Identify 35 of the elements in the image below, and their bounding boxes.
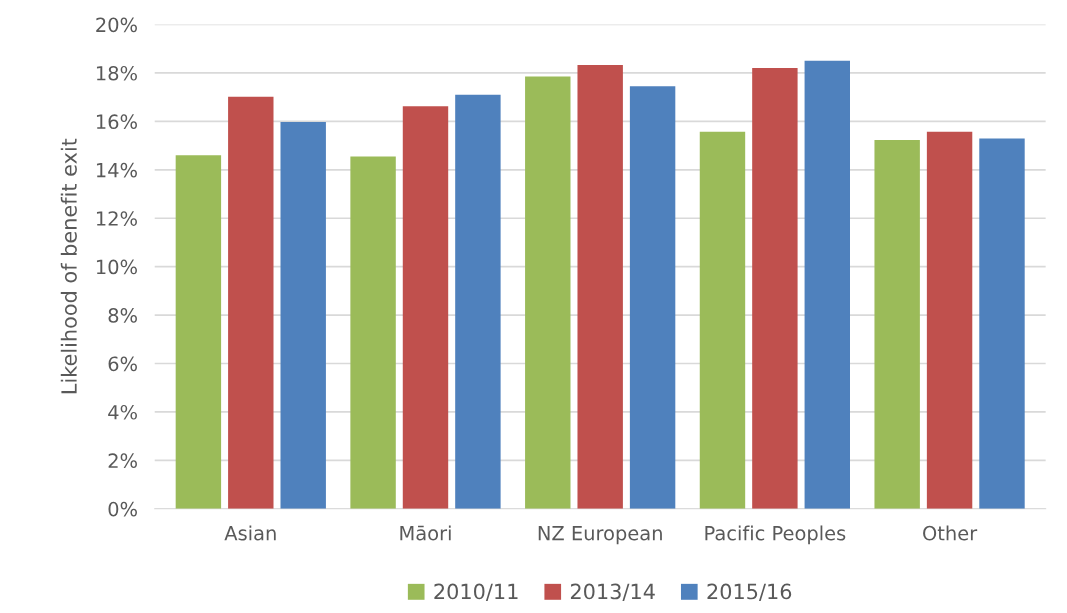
x-tick-label: Māori	[400, 525, 451, 541]
y-tick-label: 2%	[108, 453, 137, 469]
bar	[979, 138, 1025, 509]
bar	[926, 131, 973, 509]
x-tick-label: NZ European	[538, 526, 662, 545]
bar	[280, 122, 326, 509]
y-tick-label: 14%	[96, 162, 137, 178]
y-tick-label: 0%	[108, 501, 137, 517]
legend-label: 2013/14	[570, 583, 655, 601]
bar	[455, 94, 501, 509]
x-tick-label: Pacific Peoples	[705, 525, 846, 545]
y-tick-label: 4%	[108, 404, 137, 420]
y-tick-label: 8%	[108, 308, 137, 323]
legend-label: 2010/11	[434, 583, 518, 601]
bar	[752, 68, 798, 509]
bar	[699, 131, 746, 509]
bar	[804, 60, 850, 509]
bar	[350, 156, 396, 509]
y-tick-label: 20%	[96, 17, 137, 33]
x-tick-label: Other	[923, 525, 978, 541]
bar	[874, 140, 920, 509]
y-tick-label: 12%	[96, 211, 137, 226]
legend-label: 2015/16	[707, 583, 792, 601]
bar	[402, 106, 449, 509]
bar	[525, 76, 571, 509]
y-axis-title: Likelihood of benefit exit	[60, 138, 77, 394]
x-tick-label: Asian	[224, 525, 276, 541]
y-tick-label: 16%	[96, 114, 137, 130]
bar	[577, 64, 623, 509]
bar	[629, 86, 676, 509]
y-tick-label: 6%	[108, 356, 137, 372]
y-tick-label: 10%	[96, 259, 137, 275]
y-tick-label: 18%	[96, 65, 137, 81]
bar	[175, 155, 222, 509]
bar	[228, 96, 274, 509]
